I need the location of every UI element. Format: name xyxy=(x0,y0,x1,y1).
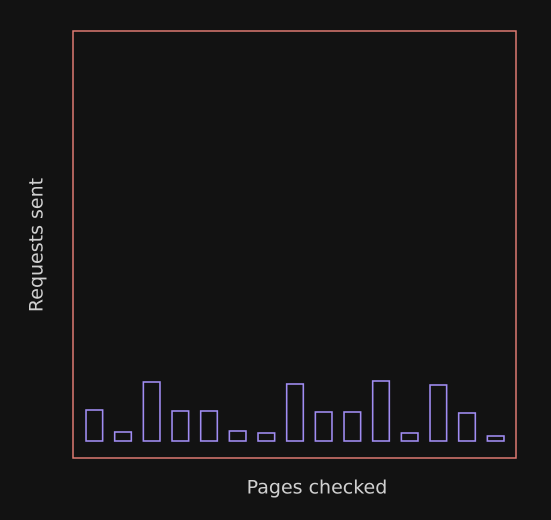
bar xyxy=(400,432,419,442)
bar xyxy=(113,431,133,442)
bar xyxy=(171,410,190,442)
bar xyxy=(285,383,305,442)
bar xyxy=(314,411,333,442)
bar xyxy=(228,430,247,442)
bar xyxy=(257,432,276,442)
bar xyxy=(343,411,362,442)
bar xyxy=(457,412,477,442)
bar xyxy=(142,381,161,442)
plot-frame xyxy=(72,30,517,459)
bar xyxy=(429,384,448,442)
bar xyxy=(371,380,391,442)
bar xyxy=(486,435,505,442)
x-axis-label: Pages checked xyxy=(247,477,388,499)
bar xyxy=(85,409,104,442)
bar xyxy=(199,410,219,442)
y-axis-label: Requests sent xyxy=(26,178,48,312)
